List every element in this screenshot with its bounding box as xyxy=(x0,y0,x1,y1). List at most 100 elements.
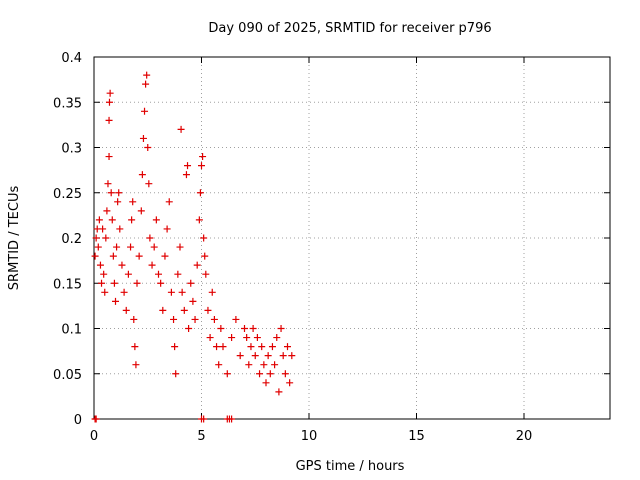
x-axis-label: GPS time / hours xyxy=(296,459,405,474)
data-point-glyph xyxy=(189,297,197,305)
data-point-glyph xyxy=(102,234,110,242)
data-point xyxy=(163,225,171,233)
data-point-glyph xyxy=(174,270,182,278)
data-point xyxy=(177,125,185,133)
data-point xyxy=(143,71,151,79)
data-point-glyph xyxy=(124,270,132,278)
data-point xyxy=(176,243,184,251)
data-point-glyph xyxy=(105,153,113,161)
data-point-glyph xyxy=(253,334,261,342)
data-point-glyph xyxy=(94,243,102,251)
y-axis-ticks: 0 0.05 0.1 0.15 0.2 0.25 0.3 0.35 0.4 xyxy=(53,51,610,428)
data-point xyxy=(108,216,116,224)
y-tick-label: 0.1 xyxy=(61,323,82,338)
data-point-glyph xyxy=(217,325,225,332)
zero-marker xyxy=(228,415,236,423)
chart-title: Day 090 of 2025, SRMTID for receiver p79… xyxy=(208,21,491,36)
data-point xyxy=(105,153,113,161)
data-point xyxy=(132,361,140,369)
data-point-glyph xyxy=(184,162,192,170)
zero-marker-glyph xyxy=(92,415,100,423)
data-point-glyph xyxy=(178,288,186,296)
data-point xyxy=(161,252,169,260)
y-tick-label: 0.35 xyxy=(53,96,82,111)
data-point-glyph xyxy=(236,352,244,360)
x-axis-ticks: 0 5 10 15 20 xyxy=(90,57,532,444)
data-point-glyph xyxy=(103,207,111,215)
data-point xyxy=(180,306,188,314)
data-point xyxy=(150,243,158,251)
data-point-glyph xyxy=(150,243,158,251)
data-point xyxy=(101,288,109,296)
data-point-glyph xyxy=(115,189,123,197)
data-point xyxy=(232,315,240,323)
data-point-glyph xyxy=(142,80,150,88)
data-point xyxy=(215,361,223,369)
data-point xyxy=(217,325,225,332)
data-point-glyph xyxy=(172,370,180,378)
data-point xyxy=(165,198,173,206)
data-point xyxy=(131,343,139,351)
data-point-glyph xyxy=(182,171,190,179)
data-point xyxy=(262,379,270,387)
data-point xyxy=(279,352,287,360)
data-point xyxy=(137,207,145,215)
zero-marker xyxy=(92,415,100,423)
data-point xyxy=(145,180,153,188)
data-point-glyph xyxy=(133,279,141,287)
data-point-glyph xyxy=(113,243,121,251)
y-tick-label: 0.05 xyxy=(53,368,82,383)
data-point xyxy=(201,252,209,260)
y-tick-label: 0.2 xyxy=(61,232,82,247)
data-point xyxy=(130,315,138,323)
data-point xyxy=(159,306,167,314)
data-point xyxy=(100,270,108,278)
data-point-glyph xyxy=(95,216,103,224)
data-point xyxy=(107,189,115,197)
data-point-glyph xyxy=(232,315,240,323)
data-point xyxy=(133,279,141,287)
data-point xyxy=(144,144,152,151)
data-point xyxy=(127,243,135,251)
data-point-glyph xyxy=(116,225,124,233)
data-point xyxy=(174,270,182,278)
data-point-glyph xyxy=(127,243,135,251)
data-point xyxy=(104,180,112,188)
data-point-glyph xyxy=(241,325,248,332)
data-point xyxy=(206,334,214,342)
y-tick-label: 0.15 xyxy=(53,277,82,292)
data-point-glyph xyxy=(273,334,281,342)
data-point-glyph xyxy=(105,98,113,106)
data-point-glyph xyxy=(206,334,214,342)
data-point xyxy=(228,334,236,342)
data-point xyxy=(187,279,195,287)
data-point-glyph xyxy=(139,134,147,142)
data-point-glyph xyxy=(135,252,143,260)
data-point xyxy=(114,198,122,206)
data-point-glyph xyxy=(177,125,185,133)
data-point-glyph xyxy=(130,315,138,323)
data-point xyxy=(172,370,180,378)
data-point xyxy=(152,216,160,224)
zero-marker xyxy=(200,415,208,423)
data-point-glyph xyxy=(271,361,279,369)
data-point xyxy=(286,379,294,387)
data-point-glyph xyxy=(106,89,114,97)
data-point xyxy=(213,343,221,351)
data-point-glyph xyxy=(215,361,223,369)
data-point-glyph xyxy=(98,279,106,287)
data-point-glyph xyxy=(219,343,227,351)
data-point xyxy=(208,288,216,296)
data-point xyxy=(247,343,255,351)
data-point xyxy=(103,207,111,215)
data-point-glyph xyxy=(243,334,251,342)
data-point-glyph xyxy=(187,279,195,287)
data-point xyxy=(92,234,100,242)
data-point-glyph xyxy=(122,306,130,314)
data-point-glyph xyxy=(159,306,167,314)
data-point xyxy=(258,343,266,351)
data-point xyxy=(256,370,264,378)
data-point-glyph xyxy=(104,180,112,188)
data-point-glyph xyxy=(195,216,203,224)
y-tick-label: 0 xyxy=(74,413,82,428)
